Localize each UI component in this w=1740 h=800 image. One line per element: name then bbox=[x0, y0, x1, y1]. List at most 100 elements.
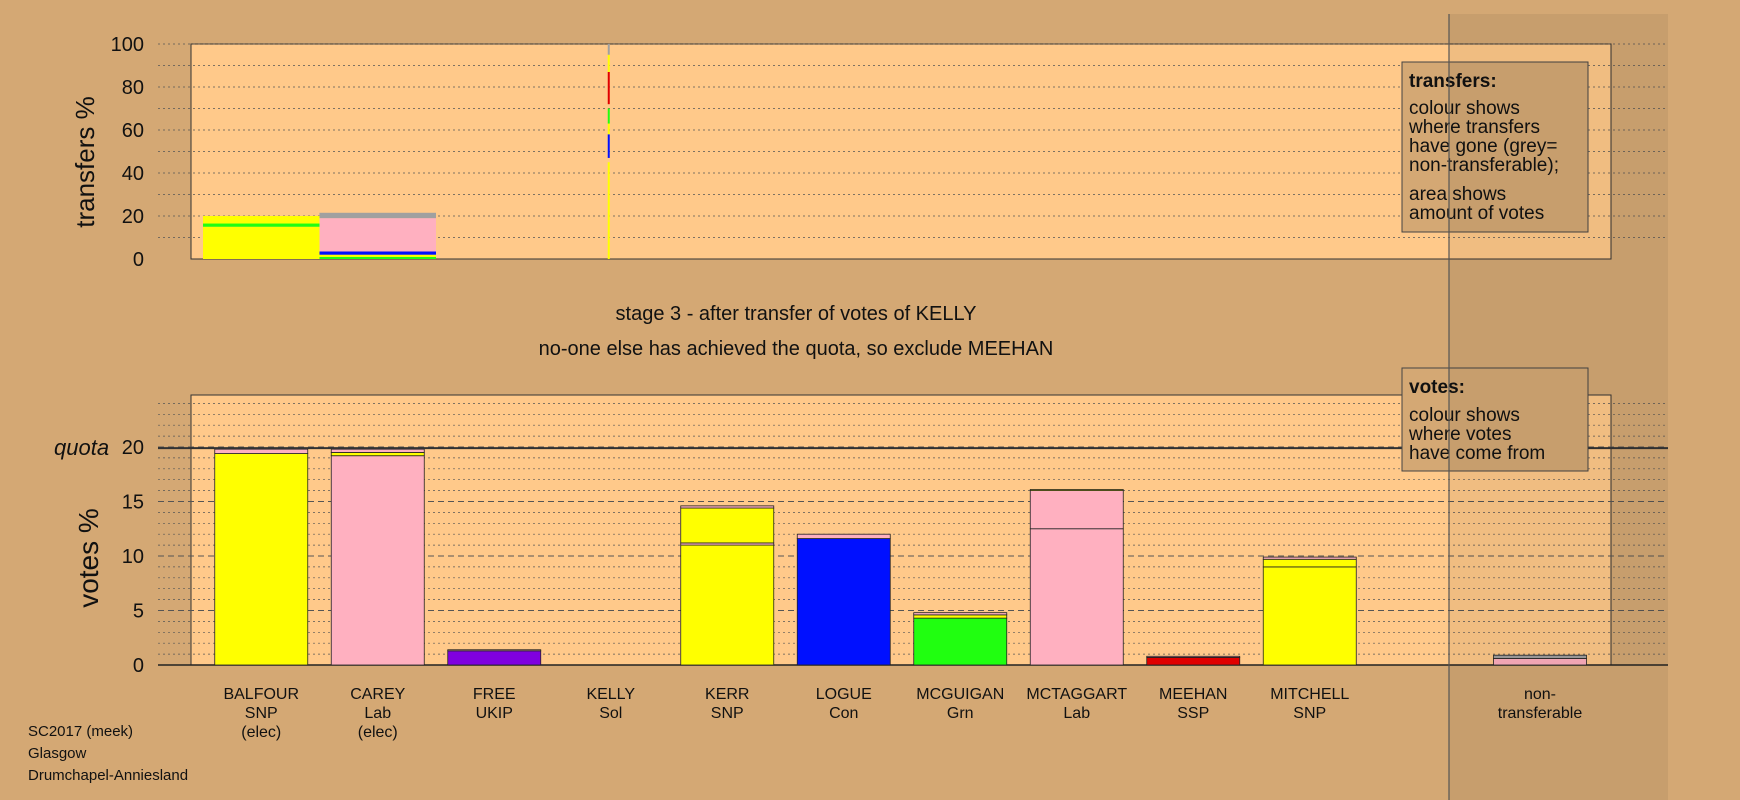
vote-bar-segment bbox=[1262, 566, 1357, 666]
vote-bar-segment bbox=[1029, 528, 1124, 666]
candidate-name: FREE bbox=[473, 686, 516, 703]
vote-bar-segment bbox=[330, 448, 425, 453]
votes-y-tick-label: 5 bbox=[133, 601, 144, 623]
transfer-segment bbox=[203, 226, 320, 259]
transfers-y-axis-label: transfers % bbox=[70, 96, 100, 228]
transfers-y-tick-label: 100 bbox=[111, 34, 144, 56]
votes-legend-title: votes: bbox=[1409, 377, 1465, 398]
transfer-segment bbox=[319, 218, 436, 252]
transfer-segment bbox=[319, 254, 436, 257]
transfer-segment bbox=[319, 212, 436, 219]
transfers-bars bbox=[203, 212, 436, 259]
vote-bar-segment bbox=[330, 455, 425, 666]
vote-bar-segment bbox=[447, 650, 542, 666]
nontransferable-region-shade bbox=[1449, 14, 1668, 800]
nontransferable-bar-segment bbox=[1493, 654, 1587, 659]
candidate-party: Grn bbox=[947, 705, 974, 722]
candidate-party: SNP bbox=[245, 705, 278, 722]
vote-bar-segment bbox=[680, 505, 775, 509]
votes-bars bbox=[214, 448, 1587, 666]
votes-legend-line: have come from bbox=[1409, 443, 1545, 464]
candidate-name: KELLY bbox=[586, 686, 635, 703]
vote-bar-segment bbox=[796, 533, 891, 539]
candidate-labels: BALFOUR SNP (elec) CAREY Lab (elec) FREE UKIP KE… bbox=[223, 686, 1582, 741]
candidate-status: (elec) bbox=[241, 724, 281, 741]
transfers-legend-title: transfers: bbox=[1409, 71, 1497, 92]
transfers-gridlines bbox=[158, 43, 1668, 238]
votes-y-tick-label: 0 bbox=[133, 655, 144, 677]
footer-line: Drumchapel-Anniesland bbox=[28, 767, 188, 784]
votes-panel: 0 5 10 15 20 BALFOUR SNP (elec) CAREY Lab (elec) F… bbox=[54, 394, 1668, 741]
votes-y-tick-label: 20 bbox=[122, 437, 144, 459]
nontransferable-label: non- bbox=[1524, 686, 1556, 703]
vote-bar-segment bbox=[1262, 558, 1357, 568]
candidate-status: (elec) bbox=[358, 724, 398, 741]
transfers-y-tick-label: 40 bbox=[122, 163, 144, 185]
votes-legend: votes: colour shows where votes have com… bbox=[1401, 367, 1589, 472]
transfers-y-tick-label: 60 bbox=[122, 120, 144, 142]
candidate-name: LOGUE bbox=[816, 686, 872, 703]
candidate-party: SNP bbox=[711, 705, 744, 722]
candidate-name: MCTAGGART bbox=[1026, 686, 1127, 703]
candidate-name: KERR bbox=[705, 686, 749, 703]
transfers-panel: 0 20 40 60 80 100 transfers % bbox=[70, 34, 1668, 271]
votes-y-tick-label: 10 bbox=[122, 546, 144, 568]
candidate-party: Sol bbox=[599, 705, 622, 722]
candidate-party: Lab bbox=[1063, 705, 1090, 722]
vote-bar-segment bbox=[1029, 490, 1124, 530]
transfers-y-ticks: 0 20 40 60 80 100 bbox=[111, 34, 144, 271]
transfers-legend-line: amount of votes bbox=[1409, 203, 1544, 224]
candidate-party: Lab bbox=[364, 705, 391, 722]
vote-bar-segment bbox=[330, 452, 425, 457]
vote-bar-segment bbox=[1146, 656, 1241, 666]
transfers-legend-box bbox=[1401, 61, 1589, 233]
transfers-legend-line: non-transferable); bbox=[1409, 155, 1559, 176]
candidate-party: UKIP bbox=[476, 705, 513, 722]
action-title: no-one else has achieved the quota, so e… bbox=[539, 338, 1054, 360]
votes-plot-area bbox=[190, 394, 1612, 666]
candidate-party: Con bbox=[829, 705, 858, 722]
nontransferable-label: transferable bbox=[1498, 705, 1583, 722]
transfers-legend-line: area shows bbox=[1409, 184, 1506, 205]
votes-legend-line: where votes bbox=[1408, 424, 1511, 445]
transfer-segment bbox=[203, 223, 320, 227]
vote-bar-segment bbox=[796, 538, 891, 666]
vote-bar-segment bbox=[680, 544, 775, 666]
candidate-name: MCGUIGAN bbox=[916, 686, 1004, 703]
candidate-name: MEEHAN bbox=[1159, 686, 1227, 703]
vote-bar-segment bbox=[913, 612, 1008, 616]
footer-line: SC2017 (meek) bbox=[28, 723, 133, 740]
vote-bar-segment bbox=[214, 448, 309, 454]
transfer-segment bbox=[319, 256, 436, 259]
votes-y-ticks: 0 5 10 15 20 bbox=[122, 437, 144, 677]
transfers-legend-line: colour shows bbox=[1409, 98, 1520, 119]
transfers-y-tick-label: 80 bbox=[122, 77, 144, 99]
votes-legend-box bbox=[1401, 367, 1589, 472]
candidate-name: BALFOUR bbox=[223, 686, 299, 703]
candidate-name: MITCHELL bbox=[1270, 686, 1349, 703]
vote-bar-segment bbox=[1029, 489, 1124, 492]
candidate-name: CAREY bbox=[350, 686, 405, 703]
vote-bar-segment bbox=[913, 617, 1008, 666]
vote-bar-segment bbox=[913, 614, 1008, 619]
votes-y-axis-label: votes % bbox=[73, 508, 104, 608]
candidate-party: SSP bbox=[1177, 705, 1209, 722]
stage-title: stage 3 - after transfer of votes of KEL… bbox=[616, 303, 977, 325]
transfers-legend-line: have gone (grey= bbox=[1409, 136, 1557, 157]
quota-label: quota bbox=[54, 435, 109, 460]
transfers-legend-line: where transfers bbox=[1408, 117, 1540, 138]
footer-line: Glasgow bbox=[28, 745, 87, 762]
transfer-segment bbox=[203, 216, 320, 224]
transfers-y-tick-label: 20 bbox=[122, 206, 144, 228]
votes-legend-line: colour shows bbox=[1409, 405, 1520, 426]
candidate-party: SNP bbox=[1293, 705, 1326, 722]
vote-bar-segment bbox=[214, 453, 309, 666]
vote-bar-segment bbox=[447, 649, 542, 652]
vote-bar-segment bbox=[680, 507, 775, 544]
votes-y-tick-label: 15 bbox=[122, 492, 144, 514]
transfers-legend: transfers: colour shows where transfers … bbox=[1401, 61, 1589, 233]
transfers-y-tick-label: 0 bbox=[133, 249, 144, 271]
vote-bar-segment bbox=[1262, 556, 1357, 560]
vote-bar-segment bbox=[1146, 655, 1241, 658]
